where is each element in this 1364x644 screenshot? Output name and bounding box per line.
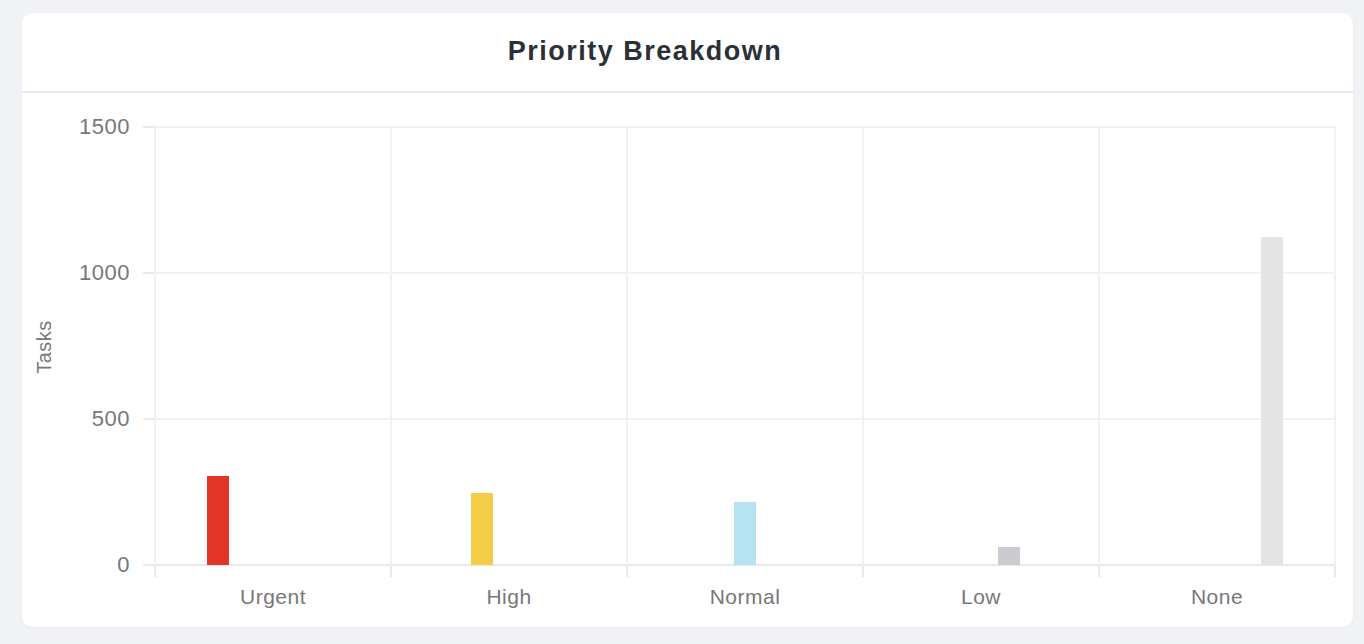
grid-line-horizontal <box>155 272 1335 274</box>
grid-line-vertical <box>862 127 864 565</box>
x-axis-tick <box>154 565 156 577</box>
x-axis-tick <box>390 565 392 577</box>
bar-urgent[interactable] <box>207 476 229 565</box>
grid-line-horizontal <box>155 126 1335 128</box>
x-axis-tick <box>1334 565 1336 577</box>
y-tick-label: 1500 <box>63 113 130 141</box>
y-tick-label: 0 <box>63 551 130 579</box>
x-tick-label-none: None <box>1099 583 1335 611</box>
x-tick-label-urgent: Urgent <box>155 583 391 611</box>
grid-line-vertical <box>390 127 392 565</box>
header-divider <box>22 91 1353 93</box>
bar-low[interactable] <box>998 547 1020 565</box>
grid-line-vertical <box>154 127 156 565</box>
y-tick-label: 1000 <box>63 259 130 287</box>
x-axis-tick <box>1098 565 1100 577</box>
dashboard-canvas: Priority Breakdown Tasks 0 500 1000 1500 Urg… <box>0 0 1364 644</box>
x-tick-label-normal: Normal <box>627 583 863 611</box>
grid-line-horizontal <box>155 418 1335 420</box>
x-axis-tick <box>626 565 628 577</box>
grid-line-vertical <box>1334 127 1336 565</box>
grid-line-vertical <box>1098 127 1100 565</box>
bar-none[interactable] <box>1261 237 1283 566</box>
bar-high[interactable] <box>471 493 493 565</box>
x-tick-label-low: Low <box>863 583 1099 611</box>
x-tick-label-high: High <box>391 583 627 611</box>
grid-line-vertical <box>626 127 628 565</box>
y-tick-label: 500 <box>63 405 130 433</box>
bar-normal[interactable] <box>734 502 756 565</box>
widget-title: Priority Breakdown <box>22 36 1353 67</box>
y-axis-title: Tasks <box>33 287 59 407</box>
x-axis-tick <box>862 565 864 577</box>
